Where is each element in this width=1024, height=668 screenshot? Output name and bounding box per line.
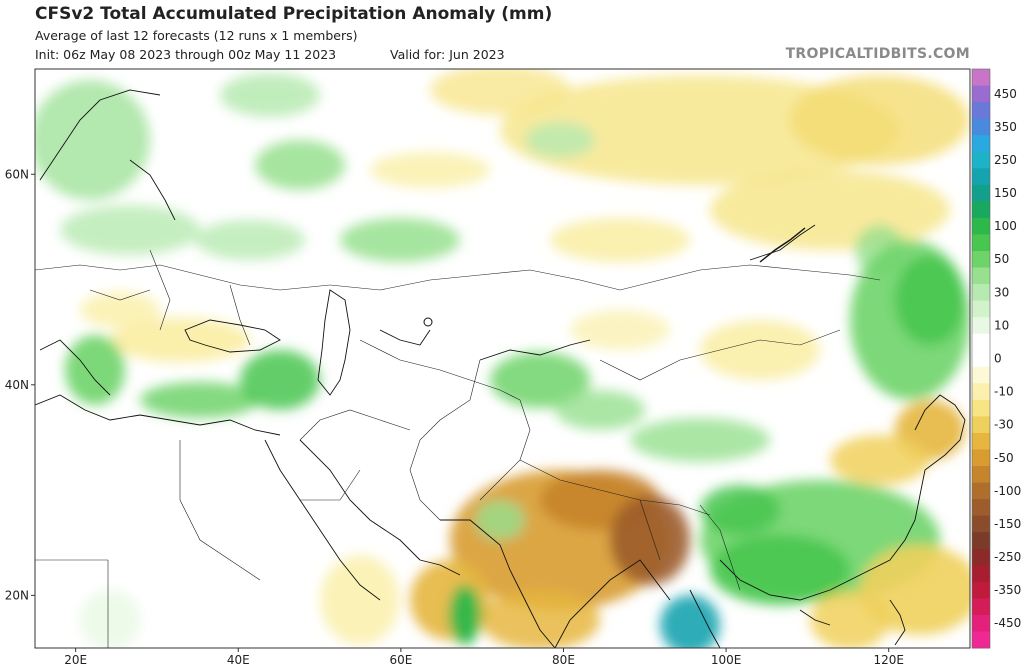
lat-label: 20N — [5, 588, 29, 602]
colorbar-swatch — [972, 85, 990, 103]
colorbar-label: 250 — [994, 153, 1017, 167]
lake-marker — [423, 317, 433, 327]
colorbar-swatch — [972, 598, 990, 616]
colorbar-label: -350 — [994, 583, 1021, 597]
anomaly-field — [35, 69, 970, 648]
colorbar-swatch — [972, 184, 990, 202]
colorbar-swatch — [972, 118, 990, 136]
colorbar-swatch — [972, 631, 990, 649]
colorbar-swatch — [972, 482, 990, 500]
colorbar-label: -100 — [994, 484, 1021, 498]
colorbar-swatch — [972, 548, 990, 566]
colorbar-swatch — [972, 234, 990, 252]
colorbar-swatch — [972, 383, 990, 401]
lon-label: 120E — [873, 653, 904, 667]
init-time: Init: 06z May 08 2023 through 00z May 11… — [35, 47, 337, 62]
lake-baikal — [759, 227, 806, 263]
colorbar-swatch — [972, 515, 990, 533]
colorbar: 4503502501501005030100-10-30-50-100-150-… — [971, 68, 1021, 649]
colorbar-swatch — [972, 449, 990, 467]
colorbar-swatch — [972, 300, 990, 318]
site-credit: TROPICALTIDBITS.COM — [785, 46, 970, 62]
colorbar-swatch — [972, 217, 990, 235]
colorbar-swatch — [972, 317, 990, 335]
colorbar-label: -30 — [994, 418, 1014, 432]
colorbar-swatch — [972, 267, 990, 285]
lon-label: 40E — [227, 653, 250, 667]
colorbar-label: 50 — [994, 252, 1009, 266]
lat-label: 40N — [5, 378, 29, 392]
lat-label: 60N — [5, 167, 29, 181]
colorbar-label: -10 — [994, 385, 1014, 399]
colorbar-swatch — [972, 201, 990, 219]
latitude-labels: 60N 40N 20N — [5, 167, 35, 602]
colorbar-swatch — [972, 284, 990, 302]
colorbar-swatch — [972, 333, 990, 351]
colorbar-swatch — [972, 614, 990, 632]
map-area — [35, 69, 970, 648]
colorbar-label: 100 — [994, 219, 1017, 233]
map-subtitle: Average of last 12 forecasts (12 runs x … — [35, 28, 358, 43]
longitude-labels: 20E 40E 60E 80E 100E 120E — [64, 648, 904, 667]
colorbar-label: 150 — [994, 186, 1017, 200]
colorbar-label: 10 — [994, 318, 1009, 332]
lon-label: 60E — [389, 653, 412, 667]
colorbar-swatch — [972, 366, 990, 384]
colorbar-label: -50 — [994, 451, 1014, 465]
colorbar-swatch — [972, 416, 990, 434]
country-borders — [35, 249, 881, 648]
colorbar-swatch — [972, 151, 990, 169]
colorbar-label: 450 — [994, 87, 1017, 101]
colorbar-swatch — [972, 350, 990, 368]
colorbar-swatch — [972, 581, 990, 599]
colorbar-swatch — [972, 565, 990, 583]
colorbar-swatch — [972, 499, 990, 517]
valid-time: Valid for: Jun 2023 — [390, 47, 505, 62]
colorbar-label: 0 — [994, 352, 1002, 366]
lon-label: 80E — [552, 653, 575, 667]
colorbar-swatch — [972, 168, 990, 186]
colorbar-swatch — [972, 432, 990, 450]
colorbar-label: -150 — [994, 517, 1021, 531]
lon-label: 100E — [711, 653, 742, 667]
colorbar-swatch — [972, 250, 990, 269]
map-frame — [34, 68, 971, 649]
colorbar-label: 30 — [994, 285, 1009, 299]
map-title: CFSv2 Total Accumulated Precipitation An… — [35, 4, 553, 24]
coastlines — [35, 89, 966, 648]
colorbar-label: -450 — [994, 616, 1021, 630]
colorbar-swatch — [972, 102, 990, 120]
colorbar-swatch — [972, 532, 990, 550]
colorbar-swatch — [972, 399, 990, 417]
colorbar-label: -250 — [994, 550, 1021, 564]
colorbar-swatch — [972, 135, 990, 153]
lon-label: 20E — [64, 653, 87, 667]
colorbar-border — [971, 68, 991, 649]
colorbar-swatch — [972, 466, 990, 484]
colorbar-label: 350 — [994, 120, 1017, 134]
colorbar-swatch — [972, 69, 990, 87]
